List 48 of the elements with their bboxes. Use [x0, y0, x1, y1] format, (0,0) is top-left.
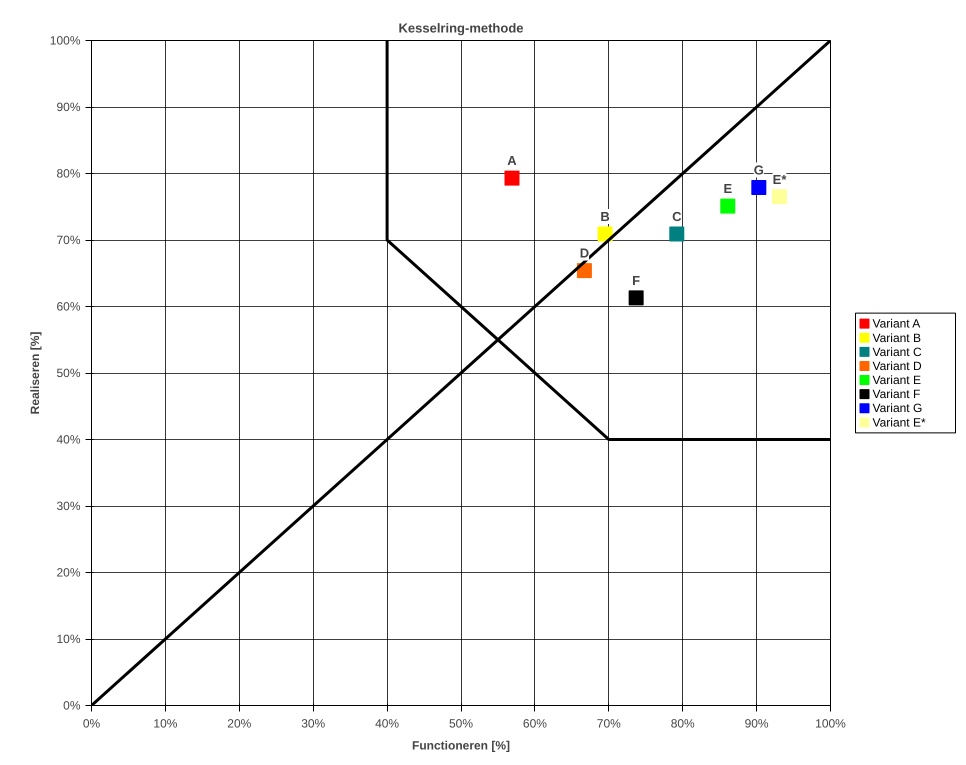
point: [504, 170, 520, 186]
y-tick-label: 80%: [56, 166, 81, 180]
point: [751, 180, 766, 195]
annotation: B: [600, 209, 610, 224]
x-tick-label: 20%: [227, 716, 252, 730]
y-axis-title: Realiseren [%]: [28, 332, 42, 414]
y-tick-label: 50%: [56, 366, 81, 380]
annotation: A: [507, 153, 518, 168]
y-tick-label: 100%: [50, 34, 81, 48]
y-tick-label: 0%: [63, 698, 81, 712]
chart-title: Kesselring-methode: [398, 20, 524, 36]
x-tick-label: 40%: [375, 716, 400, 730]
annotation: F: [632, 272, 640, 288]
annotation: E*: [772, 172, 788, 187]
legend-label: Variant C: [872, 344, 922, 359]
x-tick-label: 70%: [596, 716, 622, 730]
legend-label: Variant A: [872, 316, 920, 331]
annotation: G: [754, 162, 764, 178]
legend-label: Variant D: [872, 358, 922, 373]
y-tick-label: 90%: [56, 100, 81, 114]
point: [628, 290, 644, 306]
annotation: D: [580, 246, 590, 261]
annotation: C: [672, 209, 682, 224]
legend-label: Variant G: [872, 401, 922, 416]
x-tick-label: 80%: [670, 716, 696, 730]
x-tick-label: 100%: [815, 716, 846, 730]
x-tick-label: 50%: [448, 716, 474, 730]
point: [669, 226, 684, 242]
y-tick-label: 10%: [56, 632, 81, 646]
y-tick-label: 30%: [56, 499, 81, 513]
x-tick-label: 90%: [744, 716, 769, 730]
point: [772, 189, 788, 204]
legend-label: Variant F: [872, 387, 920, 402]
legend-label: Variant E: [872, 373, 921, 388]
y-tick-label: 70%: [56, 233, 81, 247]
x-tick-label: 0%: [82, 716, 100, 730]
x-tick-label: 10%: [153, 716, 178, 730]
y-tick-label: 40%: [56, 432, 81, 446]
annotation: E: [723, 181, 732, 196]
y-tick-label: 60%: [56, 300, 81, 314]
x-axis-title: Functioneren [%]: [412, 738, 510, 752]
point: [720, 198, 736, 214]
x-tick-label: 30%: [301, 716, 326, 730]
point: [598, 226, 613, 242]
x-tick-label: 60%: [522, 716, 548, 730]
y-tick-label: 20%: [56, 566, 81, 580]
legend-label: Variant E*: [872, 415, 926, 430]
legend-label: Variant B: [872, 330, 921, 345]
